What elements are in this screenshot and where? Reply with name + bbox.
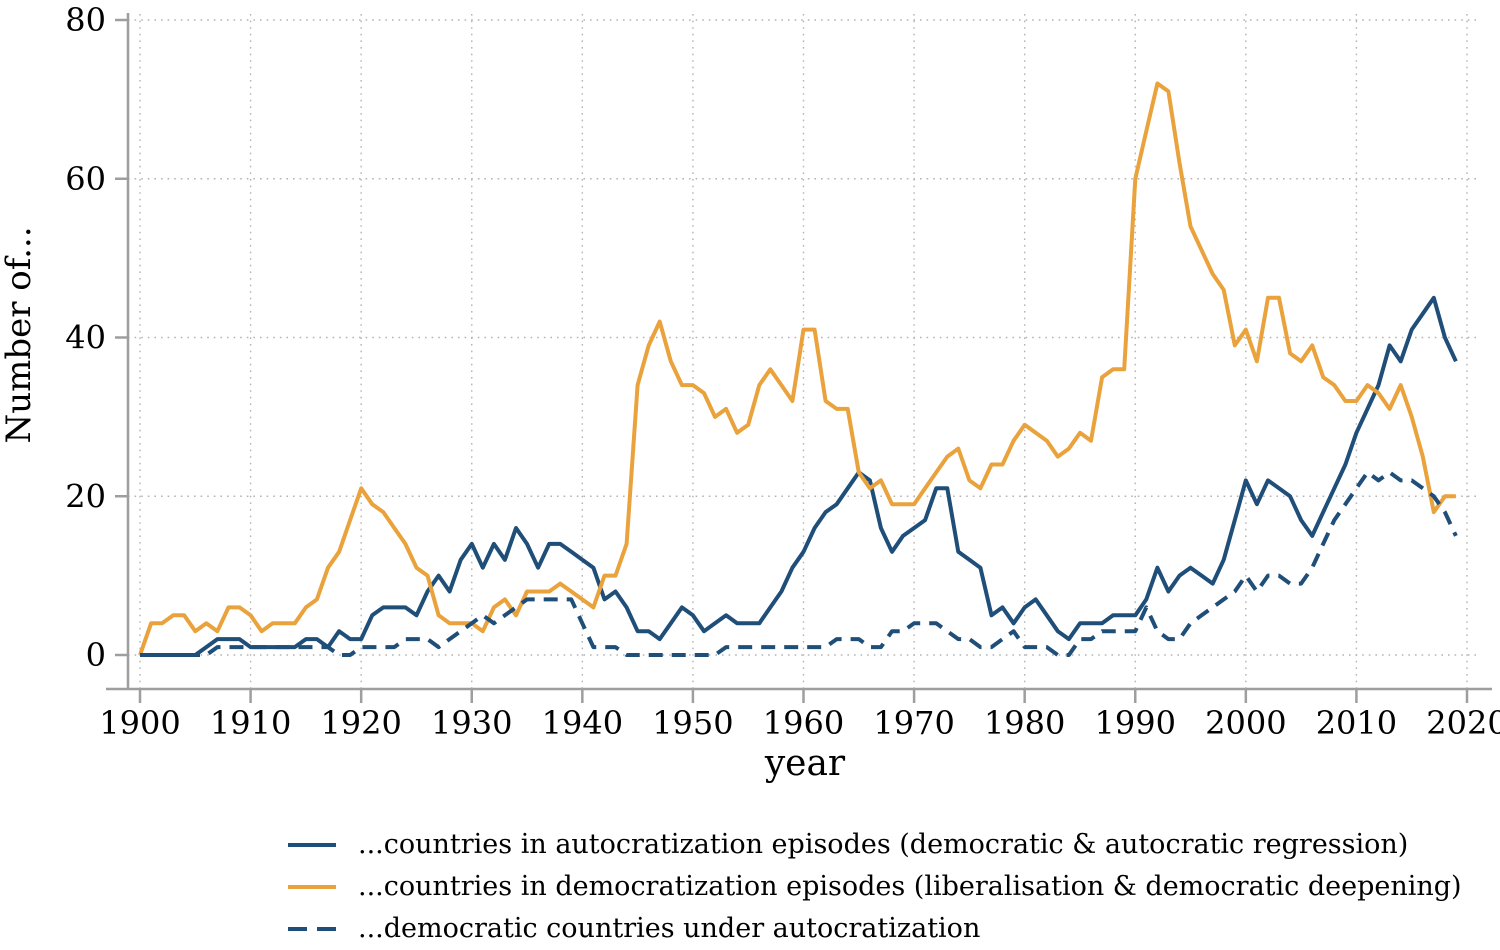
legend-label: ...countries in democratization episodes…	[358, 871, 1462, 902]
legend-label: ...democratic countries under autocratiz…	[358, 913, 981, 944]
legend-item-democratic-under-autocratization: ...democratic countries under autocratiz…	[288, 912, 1462, 945]
svg-text:1910: 1910	[210, 704, 291, 742]
solid-blue-line-swatch	[288, 842, 336, 847]
x-axis-title: year	[764, 743, 846, 784]
solid-orange-line-swatch	[288, 884, 336, 889]
svg-text:1950: 1950	[652, 704, 733, 742]
svg-text:1980: 1980	[984, 704, 1065, 742]
grid-lines	[128, 14, 1480, 688]
axis-tick-labels: 0 20 40 60 80 1900 1910 1920 1930 1940 1950 1960 197…	[65, 1, 1500, 742]
svg-text:40: 40	[65, 319, 106, 357]
svg-text:2010: 2010	[1316, 704, 1397, 742]
axis-spines	[106, 13, 1492, 691]
legend-label: ...countries in autocratization episodes…	[358, 829, 1409, 860]
dashed-blue-line-swatch	[288, 926, 336, 931]
svg-text:1900: 1900	[99, 704, 180, 742]
svg-text:60: 60	[65, 160, 106, 198]
svg-text:2020: 2020	[1426, 704, 1500, 742]
svg-text:80: 80	[65, 1, 106, 39]
svg-text:1940: 1940	[542, 704, 623, 742]
chart-legend: ...countries in autocratization episodes…	[288, 828, 1462, 945]
svg-text:1960: 1960	[763, 704, 844, 742]
svg-text:2000: 2000	[1205, 704, 1286, 742]
svg-text:1930: 1930	[431, 704, 512, 742]
svg-text:1970: 1970	[873, 704, 954, 742]
axis-ticks	[115, 18, 1469, 703]
svg-text:20: 20	[65, 477, 106, 515]
chart-plot-area: 0 20 40 60 80 1900 1910 1920 1930 1940 1950 1960 197…	[0, 1, 1500, 784]
legend-item-democratization-episodes: ...countries in democratization episodes…	[288, 870, 1462, 903]
y-axis-title: Number of...	[0, 226, 39, 443]
legend-item-autocratization-episodes: ...countries in autocratization episodes…	[288, 828, 1462, 861]
svg-text:1990: 1990	[1095, 704, 1176, 742]
data-series-lines	[138, 81, 1458, 657]
svg-text:1920: 1920	[320, 704, 401, 742]
svg-text:0: 0	[86, 636, 106, 674]
